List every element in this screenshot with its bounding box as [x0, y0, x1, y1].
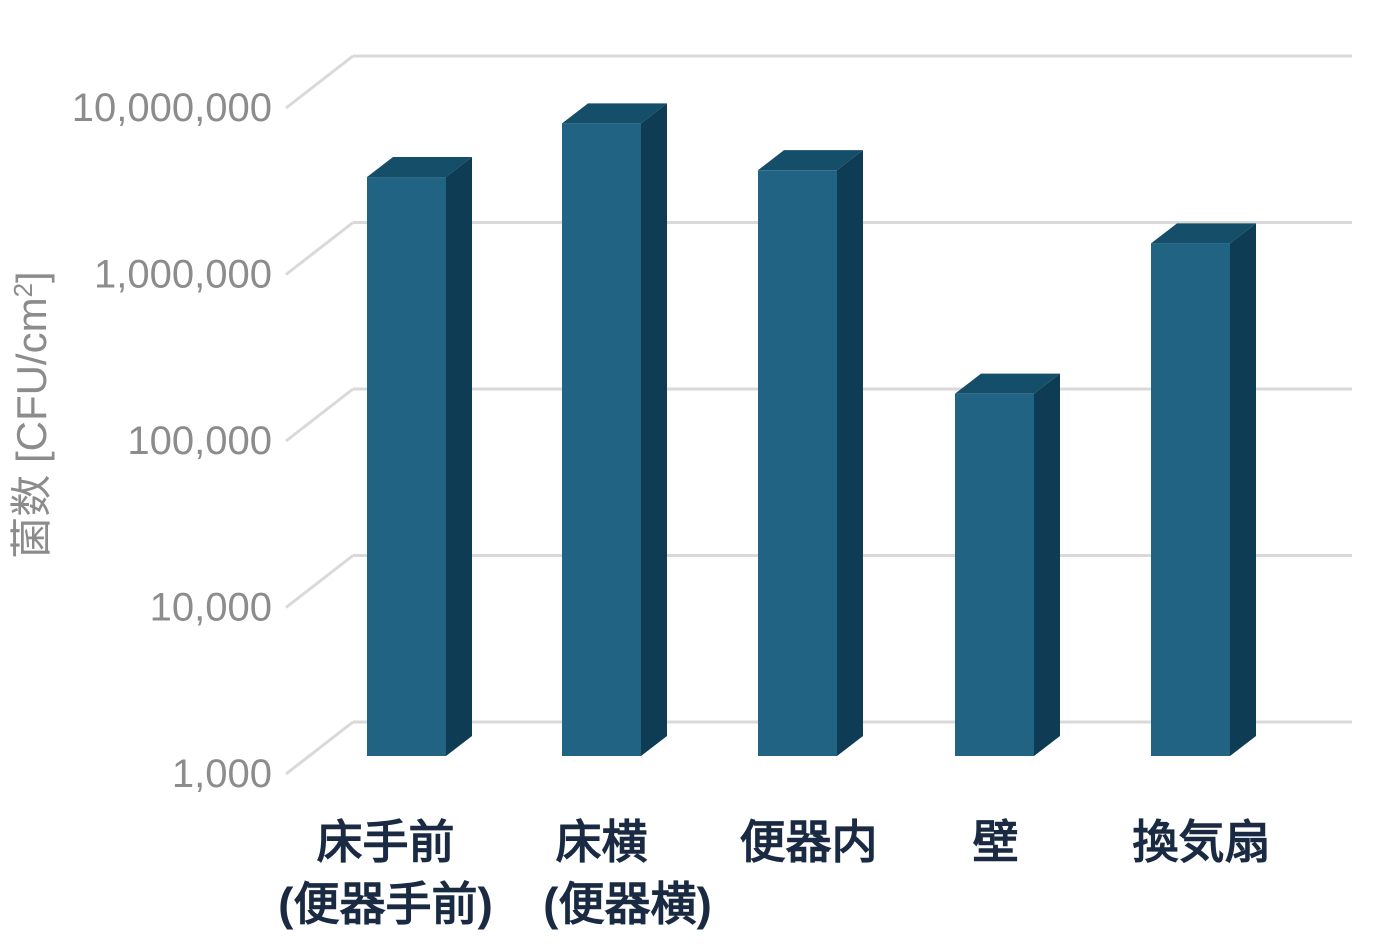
category-label-line1: 床横	[556, 816, 648, 868]
bar-front-face	[955, 393, 1034, 756]
category-label-line1: 換気扇	[1133, 816, 1271, 868]
bar-front-face	[562, 123, 641, 757]
bar-3	[955, 373, 1060, 756]
category-labels-group: 床手前 (便器手前) 床横 (便器横) 便器内 壁 換気扇	[278, 816, 1270, 930]
bar-top-face	[1151, 223, 1256, 244]
category-label-line2: (便器手前)	[278, 878, 493, 930]
bar-top-face	[367, 157, 472, 178]
bar-side-face	[1034, 373, 1060, 756]
bar-side-face	[837, 150, 863, 757]
y-tick-label: 1,000	[172, 752, 272, 796]
bar-front-face	[367, 177, 446, 756]
bars-group	[367, 103, 1256, 757]
bar-top-face	[758, 150, 863, 171]
y-tick-label: 10,000,000	[72, 86, 272, 130]
y-tick-label: 1,000,000	[94, 253, 272, 297]
bar-top-face	[955, 373, 1060, 394]
bar-2	[758, 150, 863, 757]
bar-side-face	[446, 157, 472, 756]
bar-top-face	[562, 103, 667, 124]
y-axis-title-close-bracket: ]	[8, 271, 55, 283]
bar-front-face	[1151, 243, 1230, 756]
axis-tick-connector	[285, 387, 354, 443]
y-tick-labels-group: 10,000,000 1,000,000 100,000 10,000 1,000	[72, 86, 272, 796]
axis-tick-connector	[285, 221, 354, 276]
axis-tick-connector	[285, 554, 354, 609]
axis-tick-connector	[285, 54, 354, 110]
bar-front-face	[758, 170, 837, 757]
bar-1	[562, 103, 667, 757]
y-tick-label: 10,000	[150, 586, 272, 630]
bar-0	[367, 157, 472, 756]
bar-side-face	[1230, 223, 1256, 756]
y-axis-title-text: 菌数 [CFU/cm	[8, 297, 55, 558]
y-axis-title-superscript: 2	[8, 283, 38, 297]
axis-tick-connector	[285, 720, 354, 776]
y-axis-title: 菌数 [CFU/cm2]	[8, 271, 55, 558]
category-label-line1: 床手前	[317, 816, 455, 868]
category-label-line1: 壁	[973, 816, 1019, 868]
category-label-line2: (便器横)	[543, 878, 712, 930]
y-tick-label: 100,000	[127, 419, 272, 463]
bar-4	[1151, 223, 1256, 756]
category-label-line1: 便器内	[740, 816, 878, 868]
bar-side-face	[641, 103, 667, 757]
